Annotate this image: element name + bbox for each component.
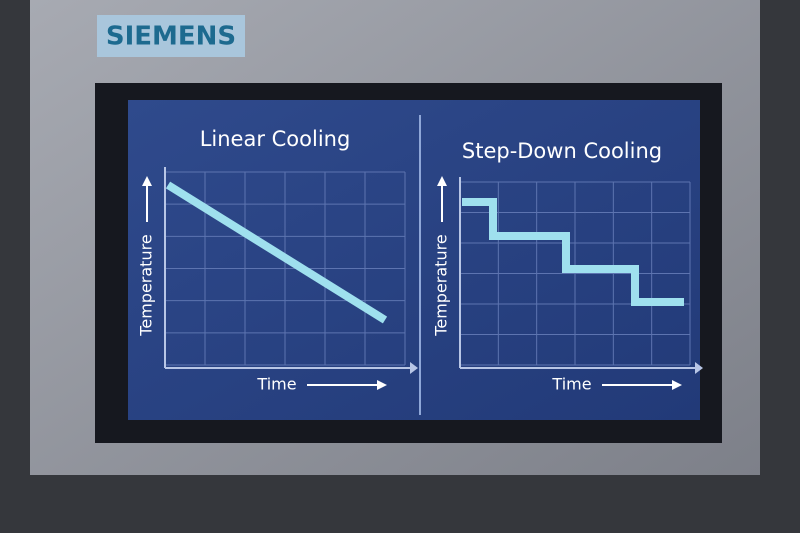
x-axis-arrow xyxy=(410,362,418,374)
y-label-arrowhead xyxy=(142,176,152,186)
panel-title: Step-Down Cooling xyxy=(462,139,662,163)
y-axis-label: Temperature xyxy=(137,234,156,336)
y-axis-label: Temperature xyxy=(432,234,451,336)
x-axis-label: Time xyxy=(551,375,591,394)
brand: SIEMENS xyxy=(106,22,236,52)
x-label-arrowhead xyxy=(377,380,387,390)
logo-box xyxy=(97,15,245,57)
x-label-arrowhead xyxy=(672,380,682,390)
cooling-curve xyxy=(165,181,388,324)
x-axis-arrow xyxy=(695,362,703,374)
panel-title: Linear Cooling xyxy=(200,127,351,151)
y-label-arrowhead xyxy=(437,176,447,186)
x-axis-label: Time xyxy=(256,375,296,394)
cooling-curve xyxy=(462,198,684,306)
charts: Linear Cooling Temperature Time Step-Down C… xyxy=(137,127,703,394)
